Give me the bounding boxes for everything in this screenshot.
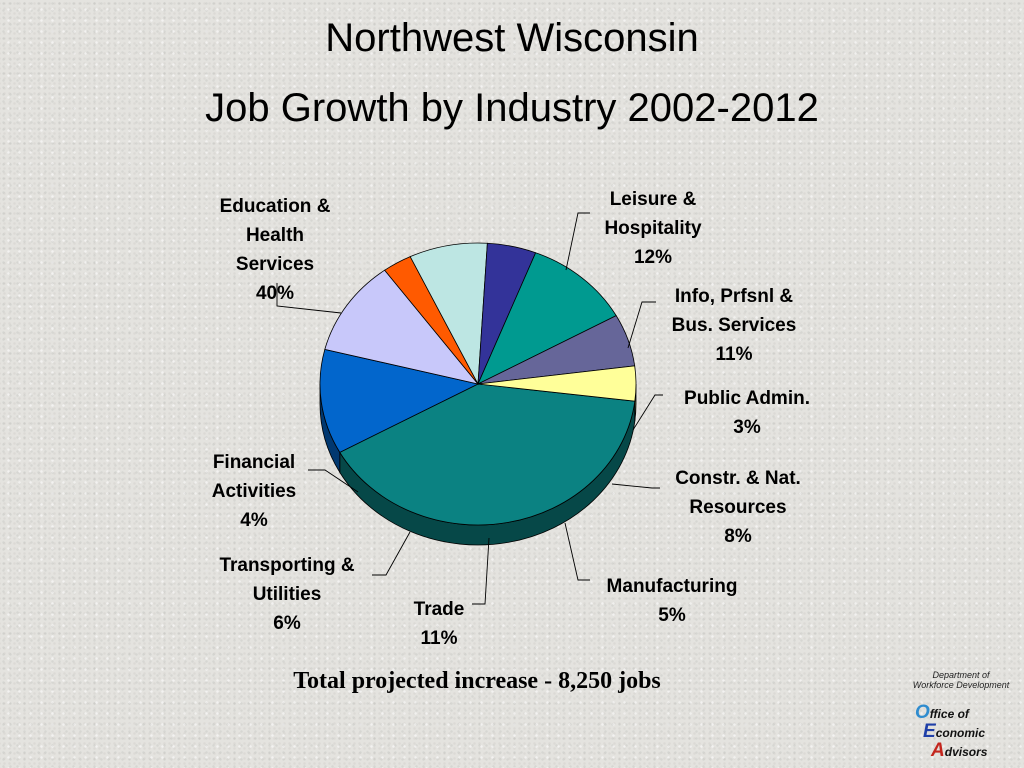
leader-line-constr-nat: [611, 483, 660, 489]
logo-line-advisors: Advisors: [931, 740, 988, 761]
logo-department: Department of Workforce Development: [912, 670, 1010, 690]
pie-slices: [319, 242, 637, 526]
slice-label-transporting: Transporting & Utilities 6%: [219, 555, 354, 634]
leader-line-info-prfsnl: [627, 301, 656, 349]
pie-slice-info-prfsnl: [324, 269, 480, 385]
leader-line-financial: [308, 469, 359, 493]
pie-labels: Education & Health Services 40% Leisure & Hos…: [212, 189, 810, 649]
slice-label-info-prfsnl: Info, Prfsnl & Bus. Services 11%: [672, 286, 797, 365]
chart-title: Northwest Wisconsin: [325, 16, 699, 60]
slice-label-constr-nat: Constr. & Nat. Resources 8%: [675, 468, 801, 547]
slice-label-education: Education & Health Services 40%: [220, 196, 331, 304]
pie-slice-education: [339, 383, 636, 526]
oea-logo: Department of Workforce Development Offi…: [905, 670, 1017, 760]
logo-line-economic: Economic: [923, 721, 986, 742]
pie-slice-trade: [477, 252, 617, 385]
slice-label-trade: Trade 11%: [414, 599, 465, 649]
logo-line-office: Office of: [915, 702, 969, 723]
slice-label-leisure: Leisure & Hospitality 12%: [604, 189, 702, 268]
leader-line-leisure: [565, 212, 590, 271]
leader-line-trade: [472, 537, 490, 605]
slice-label-financial: Financial Activities 4%: [212, 452, 296, 531]
leader-line-education: [276, 283, 342, 314]
slice-label-manufacturing: Manufacturing 5%: [607, 576, 738, 626]
slice-label-public-admin: Public Admin. 3%: [684, 388, 810, 438]
total-increase-note: Total projected increase - 8,250 jobs: [293, 668, 661, 694]
chart-subtitle: Job Growth by Industry 2002-2012: [205, 86, 819, 130]
leader-line-public-admin: [632, 394, 663, 431]
leader-line-transporting: [372, 531, 411, 576]
leader-line-manufacturing: [564, 522, 590, 581]
pie-slice-financial: [477, 365, 637, 402]
